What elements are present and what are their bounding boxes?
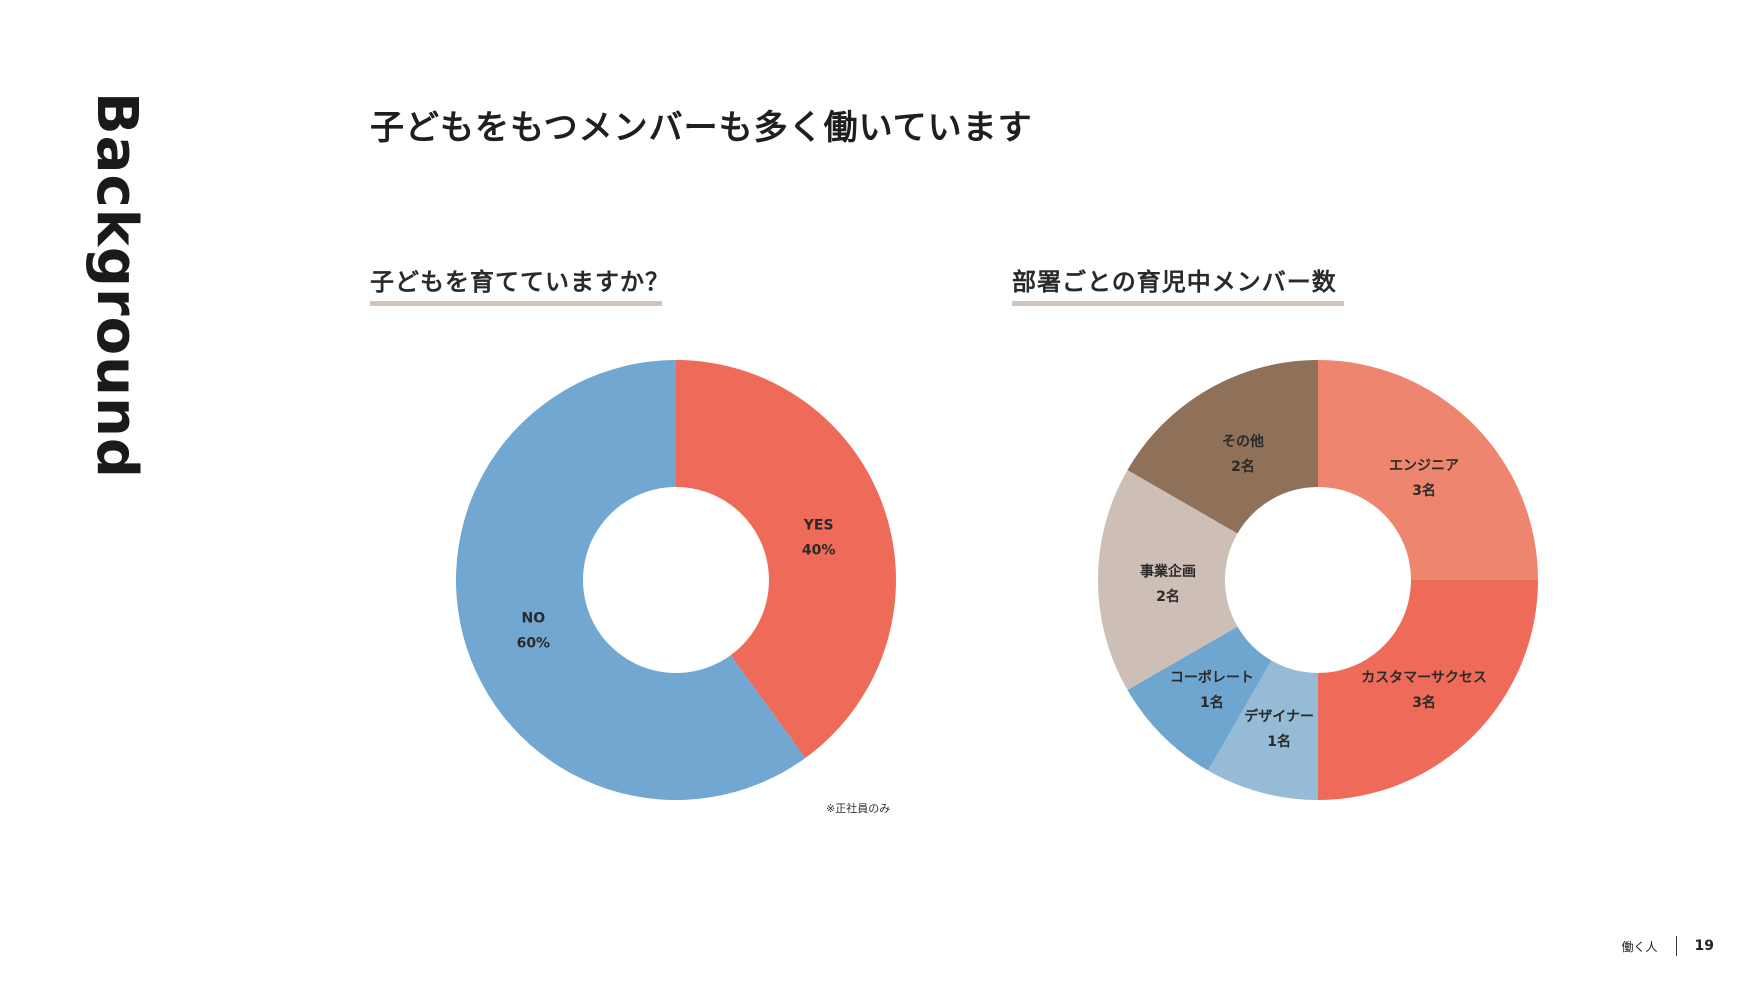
slice-value: 2名	[1231, 458, 1255, 475]
slice-label: コーポレート 1名	[1170, 669, 1254, 711]
footer-divider	[1675, 936, 1677, 956]
right-chart-heading: 部署ごとの育児中メンバー数	[1012, 268, 1337, 296]
donut-slice	[1318, 580, 1538, 800]
slice-label: カスタマーサクセス 3名	[1361, 670, 1487, 711]
slice-name: その他	[1222, 433, 1264, 450]
slice-label: その他 2名	[1222, 433, 1264, 475]
slice-label: YES 40%	[802, 518, 836, 559]
slice-value: 60%	[517, 635, 551, 651]
donut-slice	[676, 360, 896, 758]
footnote: ※正社員のみ	[826, 802, 891, 815]
donut-slice	[1318, 360, 1538, 580]
donut-slice	[1098, 470, 1238, 690]
slice-label: エンジニア 3名	[1389, 458, 1459, 499]
page-number: 19	[1694, 938, 1714, 954]
slice-value: 2名	[1156, 588, 1180, 605]
donut-slice	[1127, 626, 1272, 771]
footer: 働く人 19	[1621, 936, 1714, 956]
slice-name: カスタマーサクセス	[1361, 670, 1487, 686]
page-title: 子どもをもつメンバーも多く働いています	[370, 108, 1033, 148]
donut-slice	[1208, 660, 1318, 800]
left-heading-underline	[370, 301, 662, 306]
parenting-donut-chart: YES 40% NO 60%	[455, 360, 896, 800]
slice-name: 事業企画	[1140, 563, 1196, 580]
footer-label: 働く人	[1621, 939, 1658, 954]
slice-value: 3名	[1412, 482, 1436, 499]
left-chart-heading: 子どもを育てていますか？	[370, 268, 670, 296]
slice-value: 1名	[1267, 733, 1291, 750]
slice-label: NO 60%	[517, 610, 551, 651]
side-title: Background	[84, 92, 149, 479]
slice-value: 3名	[1412, 694, 1436, 711]
slice-value: 1名	[1200, 694, 1224, 711]
slice-name: エンジニア	[1389, 458, 1459, 474]
slice-name: YES	[803, 518, 834, 534]
donut-slice	[1127, 360, 1318, 534]
slice-label: デザイナー 1名	[1244, 708, 1314, 750]
slice-name: デザイナー	[1244, 708, 1314, 725]
slice-name: NO	[522, 610, 546, 626]
right-heading-underline	[1012, 301, 1344, 306]
slice-value: 40%	[802, 543, 836, 559]
slice-name: コーポレート	[1170, 669, 1254, 686]
donut-slice	[455, 360, 806, 800]
slice-label: 事業企画 2名	[1140, 563, 1196, 605]
